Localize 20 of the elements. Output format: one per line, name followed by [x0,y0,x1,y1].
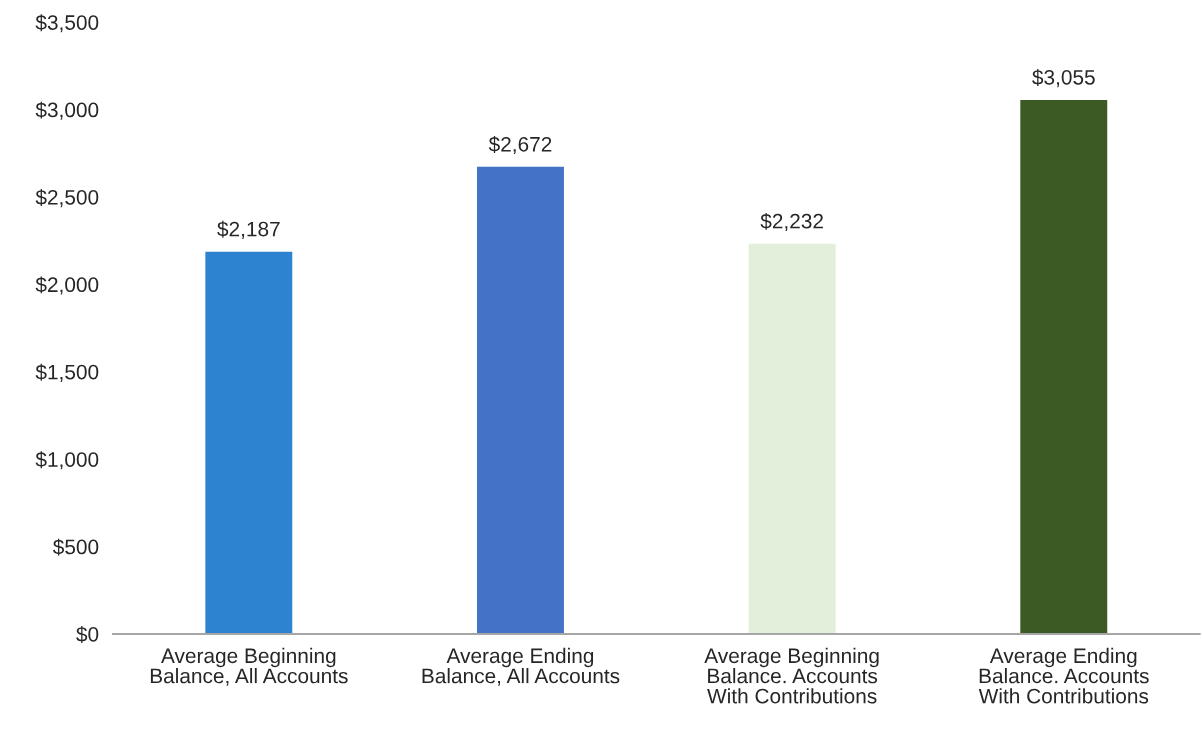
y-tick-label: $2,500 [35,189,99,208]
data-label: $2,232 [760,212,823,232]
y-tick-label: $3,500 [35,14,99,33]
bar [477,166,564,634]
y-tick-label: $3,000 [35,101,99,120]
x-tick-label: Average Ending Balance, All Accounts [422,647,620,686]
bar [748,243,836,634]
y-tick-label: $1,500 [35,363,99,382]
x-tick-label: Average Ending Balance. Accounts With Contributions [978,647,1149,704]
x-tick-label: Average Beginning Balance, All Accounts [150,647,348,686]
bar [1020,99,1108,634]
x-tick-label: Average Beginning Balance. Accounts With Contributions [704,647,879,704]
y-tick-label: $500 [52,538,99,556]
y-tick-label: $1,000 [35,451,99,470]
y-tick-label: $2,000 [35,276,99,295]
y-tick-label: $0 [76,626,99,643]
bar [205,251,293,634]
data-label: $3,055 [1032,69,1095,88]
data-label: $2,187 [217,220,280,239]
data-label: $2,672 [488,136,552,155]
